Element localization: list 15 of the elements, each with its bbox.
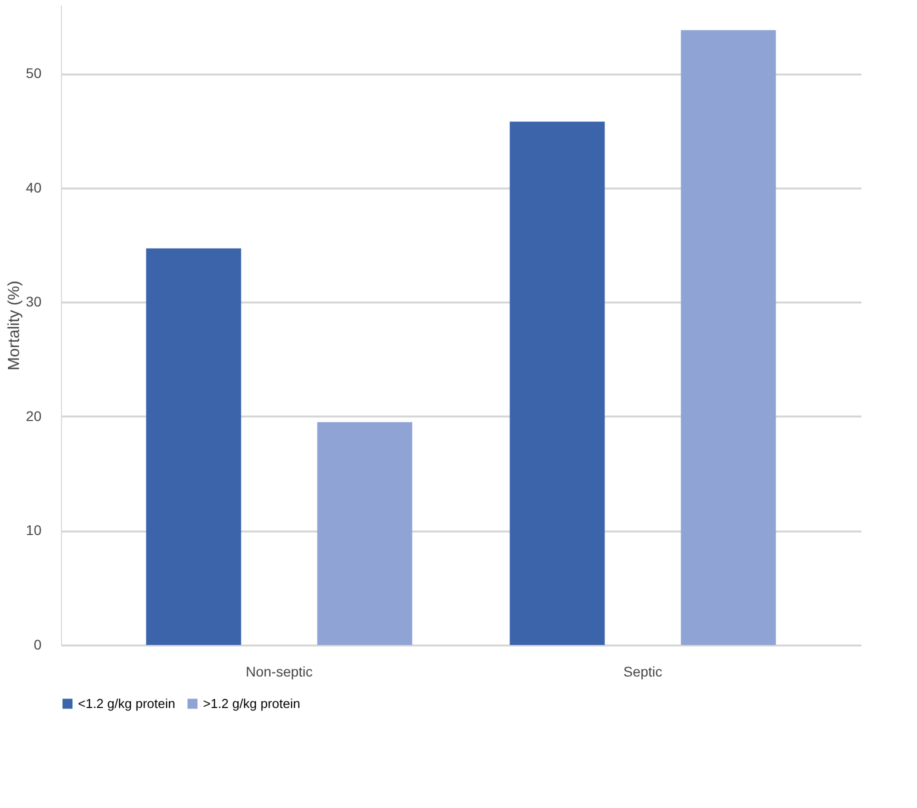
legend-label: >1.2 g/kg protein [203, 696, 300, 711]
y-tick-label: 50 [26, 65, 42, 82]
y-tick-label: 20 [26, 408, 42, 424]
y-axis-title: Mortality (%) [6, 280, 23, 370]
bar [510, 122, 605, 645]
bar [317, 422, 412, 645]
legend-label: <1.2 g/kg protein [78, 696, 176, 711]
x-tick-label: Septic [623, 664, 662, 680]
y-tick-label: 40 [26, 179, 42, 196]
x-tick-label: Non-septic [246, 664, 313, 680]
y-tick-label: 30 [26, 294, 42, 310]
y-tick-label: 0 [34, 636, 42, 652]
bar [146, 248, 242, 645]
bar [680, 30, 776, 645]
y-tick-label: 10 [26, 522, 42, 538]
